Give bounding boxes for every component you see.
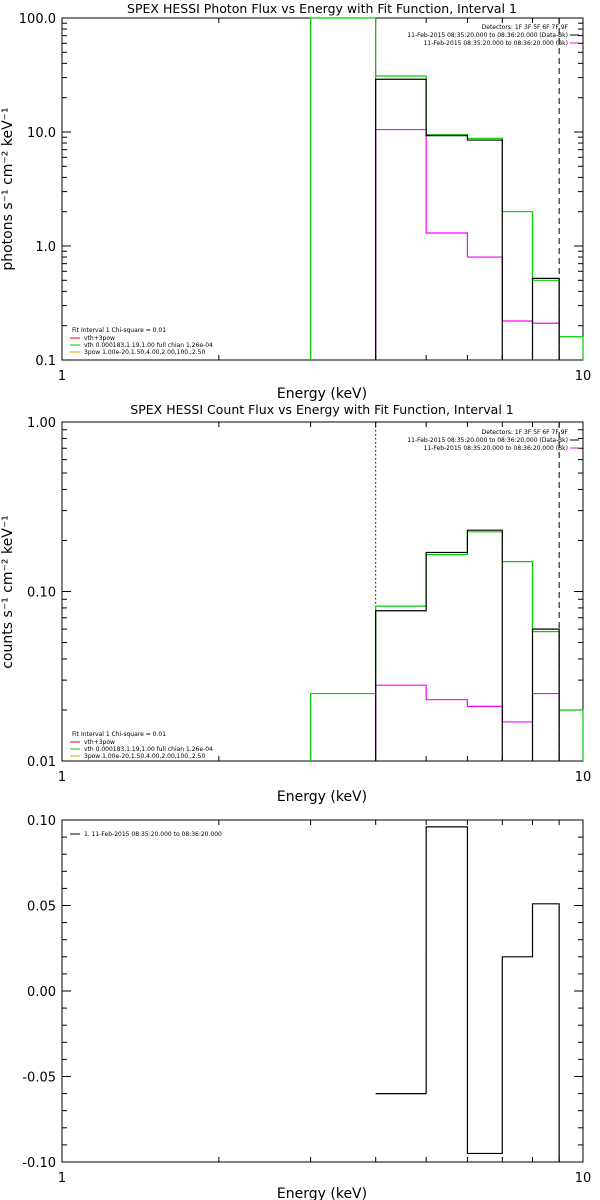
count-series-0 (375, 529, 560, 761)
residuals-ytick-label: -0.10 (22, 1156, 56, 1171)
count-ytick-label: 0.01 (27, 755, 56, 770)
count-marks: 1 10 0.01 0.10 1.00 (27, 416, 591, 785)
count-x-axis-label: Energy (keV) (277, 789, 367, 805)
photon-flux-panel: SPEX HESSI Photon Flux vs Energy with Fi… (0, 1, 584, 402)
count-legend-label-0: vth+3pow (84, 739, 115, 746)
count-plot-frame (61, 421, 584, 762)
residuals-xtick-label: 10 (575, 1171, 592, 1186)
photon-ytick-label: 1.0 (35, 240, 56, 255)
residuals-legend-label: 1. 11-Feb-2015 08:35:20.000 to 08:36:20.… (84, 831, 222, 838)
residuals-ytick-label: 0.00 (27, 985, 56, 1000)
residuals-xtick-label: 1 (58, 1171, 66, 1186)
residuals-panel: Energy (keV) 1. 11-Feb-2015 08:35:20.000… (61, 819, 584, 1200)
photon-legend-label-1: vth 0.000183,1.19,1.00 full chian 1.26e-… (84, 342, 213, 349)
residuals-series-0 (375, 826, 560, 1162)
photon-chart-title: SPEX HESSI Photon Flux vs Energy with Fi… (127, 1, 517, 16)
photon-xtick-label: 10 (575, 369, 592, 384)
residuals-marks: 1 10 -0.10 -0.05 0.00 0.05 0.10 (22, 814, 591, 1186)
count-ytick-label: 0.10 (27, 586, 56, 601)
count-series-2 (309, 531, 584, 761)
photon-ytick-label: 100.0 (19, 12, 56, 27)
photon-ytick-label: 0.1 (35, 354, 56, 369)
count-legend-label-2: 3pow 1.00e-20,1.50,4.00,2.00,100.,2.50 (84, 753, 205, 760)
photon-ytick-label: 10.0 (27, 126, 56, 141)
photon-legend-label-0: vth+3pow (84, 335, 115, 342)
count-xtick-label: 1 (58, 770, 66, 785)
count-xtick-label: 10 (575, 770, 592, 785)
count-series-1 (375, 684, 560, 761)
count-detectors-text: Detectors: 1F 3F 5F 6F 7F 9F (482, 429, 569, 436)
photon-xtick-label: 1 (58, 369, 66, 384)
residuals-ytick-label: -0.05 (22, 1071, 56, 1086)
count-legend-header: Fit Interval 1 Chi-square = 0.01 (72, 731, 166, 738)
count-chart-title: SPEX HESSI Count Flux vs Energy with Fit… (130, 402, 513, 417)
residuals-x-axis-label: Energy (keV) (277, 1186, 367, 1200)
count-legend-label-1: vth 0.000183,1.19,1.00 full chian 1.26e-… (84, 746, 213, 753)
photon-series-1 (375, 128, 560, 360)
photon-legend-label-2: 3pow 1.00e-20,1.50,4.00,2.00,100.,2.50 (84, 349, 205, 356)
photon-interval-text-2: 11-Feb-2015 08:35:20.000 to 08:36:20.000… (424, 40, 568, 47)
count-y-axis-label: counts s⁻¹ cm⁻² keV⁻¹ (0, 515, 16, 669)
residuals-plot-frame (61, 819, 584, 1163)
count-flux-panel: SPEX HESSI Count Flux vs Energy with Fit… (0, 402, 584, 805)
photon-detectors-text: Detectors: 1F 3F 5F 6F 7F 9F (482, 24, 569, 31)
count-interval-text-2: 11-Feb-2015 08:35:20.000 to 08:36:20.000… (424, 445, 568, 452)
photon-x-axis-label: Energy (keV) (277, 386, 367, 402)
photon-legend-header: Fit Interval 1 Chi-square = 0.01 (72, 327, 166, 334)
photon-series-2 (309, 17, 584, 360)
count-ytick-label: 1.00 (27, 416, 56, 431)
photon-series-0 (375, 78, 560, 360)
photon-y-axis-label: photons s⁻¹ cm⁻² keV⁻¹ (0, 107, 16, 270)
photon-marks: 1 10 0.1 1.0 10.0 100.0 (19, 12, 591, 384)
residuals-ytick-label: 0.05 (27, 900, 56, 915)
photon-interval-text-1: 11-Feb-2015 08:35:20.000 to 08:36:20.000… (407, 32, 568, 39)
count-interval-text-1: 11-Feb-2015 08:35:20.000 to 08:36:20.000… (407, 437, 568, 444)
residuals-ytick-label: 0.10 (27, 814, 56, 829)
photon-plot-frame (61, 17, 584, 361)
